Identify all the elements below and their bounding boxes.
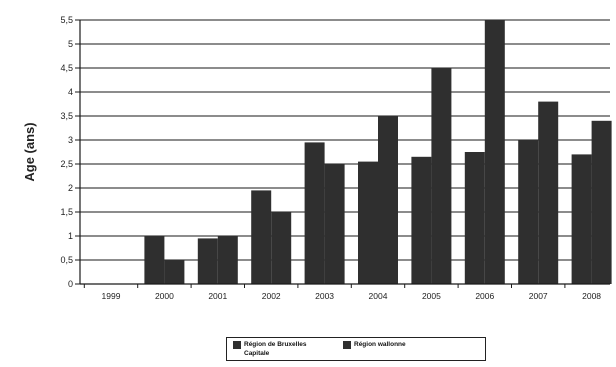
x-tick-label: 2000	[155, 291, 174, 301]
bar-wallonne-2000	[164, 260, 185, 284]
x-tick-label: 2001	[208, 291, 227, 301]
x-tick-label: 2002	[262, 291, 281, 301]
y-tick-label: 2	[68, 183, 73, 193]
chart-legend: Région de Bruxelles Capitale Région wall…	[226, 337, 486, 361]
y-tick-label: 1,5	[60, 207, 73, 217]
x-tick-label: 2003	[315, 291, 334, 301]
y-tick-label: 5,5	[60, 15, 73, 25]
bar-wallonne-2003	[324, 164, 345, 284]
x-tick-label: 2007	[529, 291, 548, 301]
y-tick-label: 5	[68, 39, 73, 49]
bar-wallonne-2007	[538, 101, 559, 284]
x-tick-label: 2005	[422, 291, 441, 301]
y-tick-label: 0	[68, 279, 73, 289]
bar-wallonne-2006	[484, 20, 505, 284]
bar-bruxelles-2000	[144, 236, 165, 284]
bar-wallonne-2001	[217, 236, 238, 284]
legend-label-wallonne: Région wallonne	[354, 341, 406, 348]
y-tick-label: 4	[68, 87, 73, 97]
bar-wallonne-2004	[378, 116, 398, 284]
bar-bruxelles-2004	[358, 161, 378, 284]
x-tick-label: 2008	[582, 291, 601, 301]
bar-bruxelles-2005	[411, 156, 432, 284]
bar-bruxelles-2003	[304, 142, 325, 284]
legend-label-bruxelles-line2: Capitale	[244, 350, 270, 357]
y-tick-label: 2,5	[60, 159, 73, 169]
bar-bruxelles-2001	[197, 238, 218, 284]
x-tick-label: 2004	[369, 291, 388, 301]
bar-wallonne-2005	[431, 68, 452, 284]
legend-swatch-wallonne	[343, 341, 351, 349]
x-tick-label: 1999	[102, 291, 121, 301]
y-tick-label: 3,5	[60, 111, 73, 121]
bar-bruxelles-2006	[464, 152, 485, 284]
bar-bruxelles-2002	[251, 190, 272, 284]
bar-bruxelles-2008	[571, 154, 592, 284]
y-axis-title: Age (ans)	[22, 122, 37, 181]
bar-bruxelles-2007	[518, 140, 539, 284]
y-tick-label: 1	[68, 231, 73, 241]
y-tick-label: 3	[68, 135, 73, 145]
legend-label-bruxelles-line1: Région de Bruxelles	[244, 341, 307, 348]
x-tick-label: 2006	[475, 291, 494, 301]
bar-wallonne-2002	[271, 212, 292, 284]
bar-wallonne-2008	[591, 120, 612, 284]
y-tick-label: 4,5	[60, 63, 73, 73]
legend-swatch-bruxelles	[233, 341, 241, 349]
y-tick-label: 0,5	[60, 255, 73, 265]
